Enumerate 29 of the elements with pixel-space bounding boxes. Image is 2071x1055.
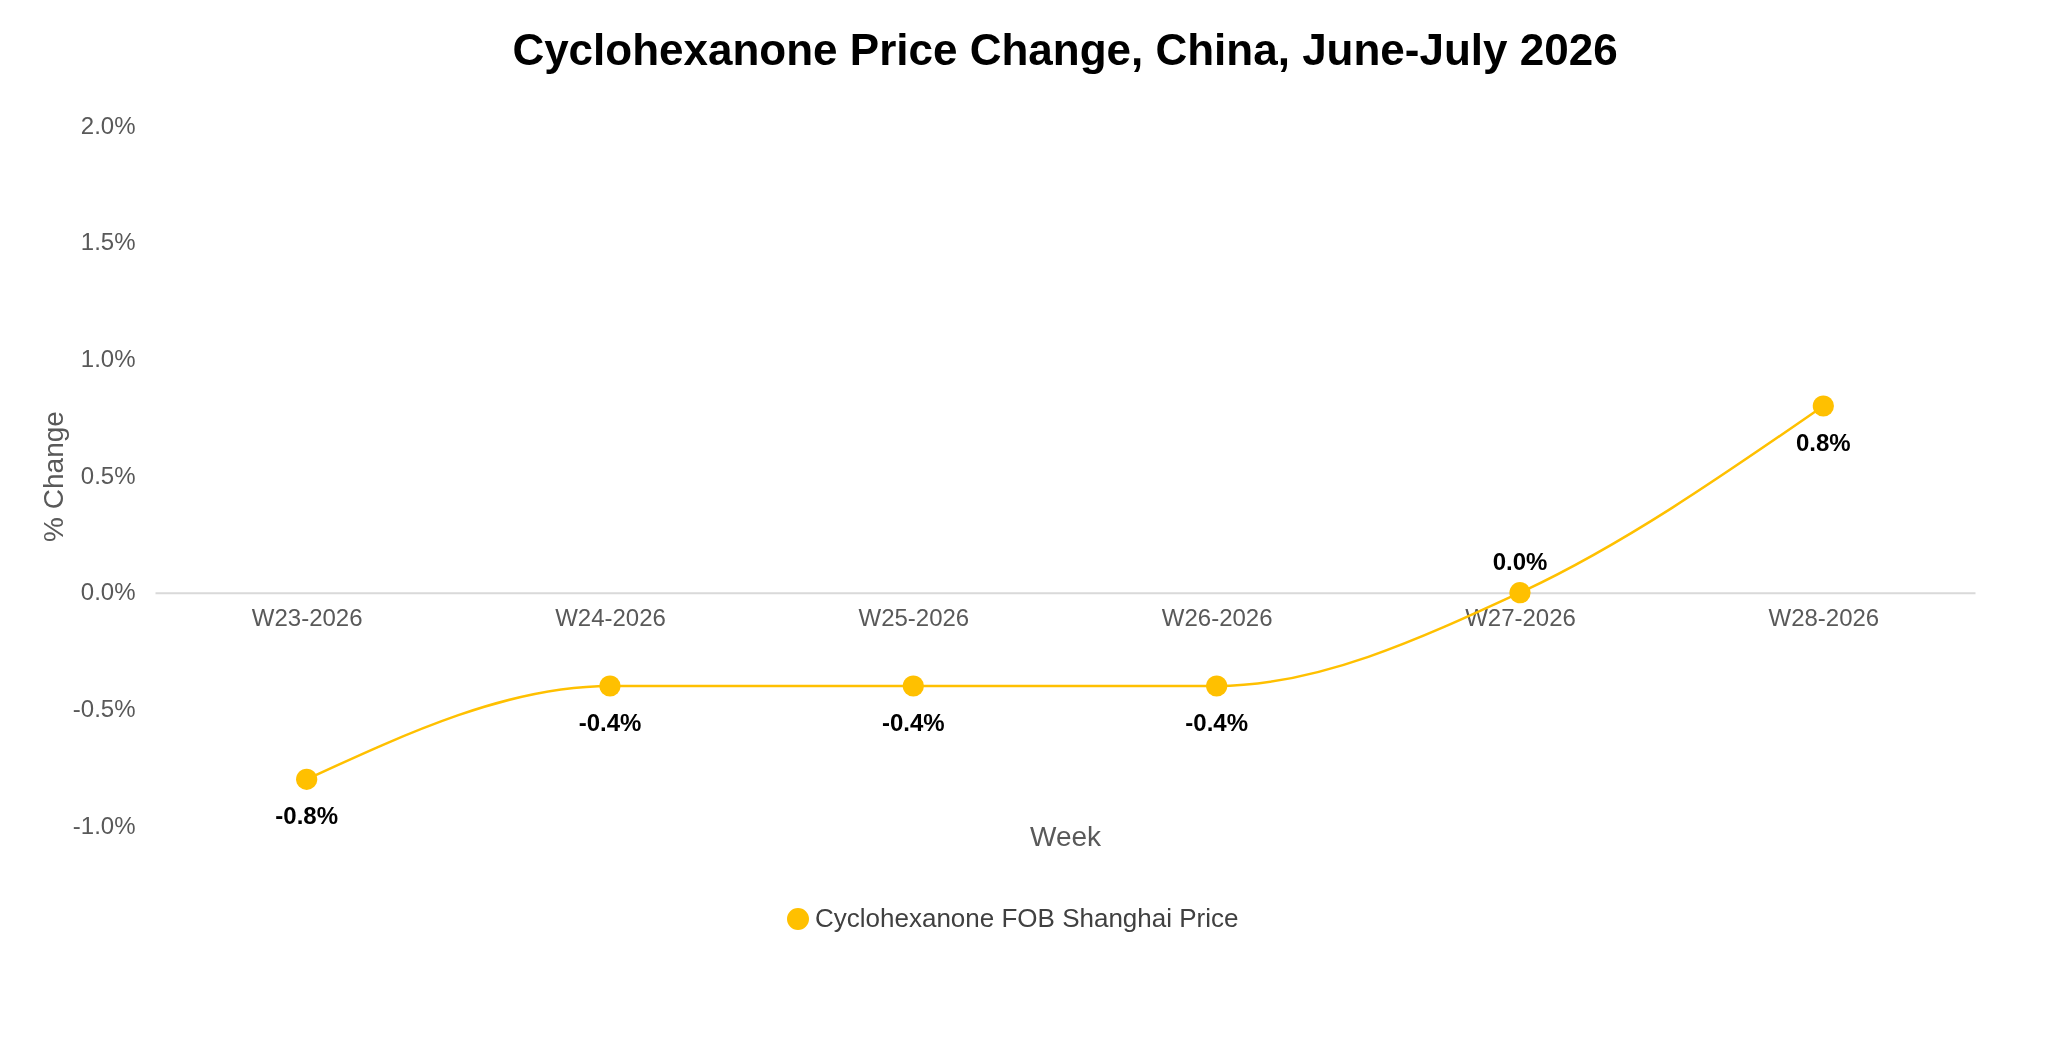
x-tick-label: W27-2026 (1465, 604, 1576, 632)
y-tick-label: -1.0% (72, 811, 136, 839)
data-label: -0.4% (578, 709, 642, 736)
chart-title: Cyclohexanone Price Change, China, June-July 2026 (512, 25, 1618, 74)
point (1206, 675, 1228, 697)
data-label: -0.8% (275, 802, 339, 830)
x-axis-title: Week (1029, 821, 1103, 853)
point (599, 675, 621, 697)
y-tick-label: 0.0% (80, 578, 136, 606)
y-tick-label: 2.0% (80, 111, 136, 139)
x-tick-label: W26-2026 (1161, 604, 1273, 632)
data-label: 0.8% (1795, 429, 1851, 456)
data-label: 0.0% (1492, 547, 1548, 575)
x-tick-label: W28-2026 (1768, 604, 1880, 632)
x-tick-label: W25-2026 (858, 604, 970, 632)
y-tick-label: 1.5% (80, 228, 136, 256)
y-tick-label: -0.5% (72, 694, 136, 722)
data-label: -0.4% (881, 709, 945, 736)
y-tick-label: 1.0% (80, 344, 136, 372)
point (1812, 395, 1834, 417)
y-axis-title: % Change (37, 411, 69, 542)
point (1509, 582, 1531, 604)
x-tick-label: W24-2026 (555, 604, 666, 632)
legend-label: Cyclohexanone FOB Shanghai Price (815, 903, 1239, 933)
data-label: -0.4% (1185, 709, 1249, 736)
point (296, 768, 318, 790)
x-tick-label: W23-2026 (251, 604, 363, 632)
y-tick-label: 0.5% (80, 461, 136, 489)
point (902, 675, 924, 697)
